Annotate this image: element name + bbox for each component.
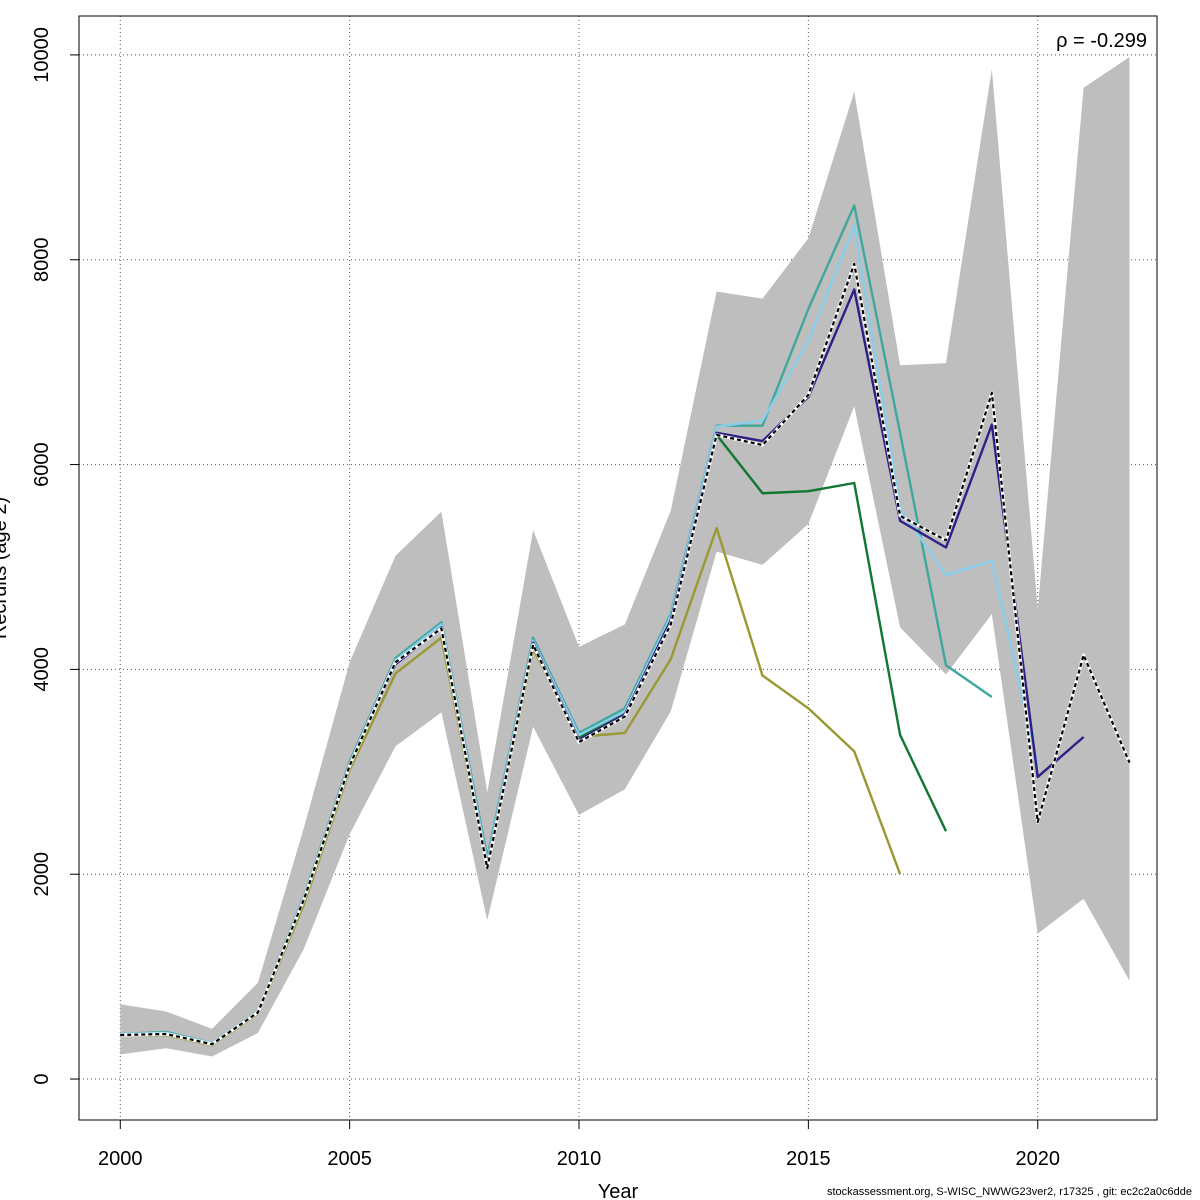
grid-lines [79, 16, 1157, 1120]
y-tick-label: 10000 [31, 27, 53, 83]
y-tick-label: 0 [31, 1073, 53, 1084]
x-tick-label: 2015 [786, 1148, 831, 1170]
series-0-line [120, 262, 1131, 1046]
y-axis: 0 2000 4000 6000 8000 10000 [31, 27, 79, 1085]
x-tick-label: 2010 [557, 1148, 602, 1170]
confidence-band [120, 56, 1130, 1057]
confidence-band-layer [120, 56, 1130, 1057]
y-tick-label: 6000 [31, 442, 53, 487]
y-axis-title: Recruits (age 2) [0, 497, 11, 639]
footer-credit: stockassessment.org, S-WISC_NWWG23ver2, … [827, 1186, 1192, 1198]
x-axis-title: Year [598, 1181, 639, 1200]
y-tick-label: 4000 [31, 647, 53, 692]
rho-annotation: ρ = -0.299 [1056, 30, 1147, 52]
x-axis: 2000 2005 2010 2015 2020 [98, 1119, 1060, 1170]
y-tick-label: 8000 [31, 237, 53, 282]
x-tick-label: 2000 [98, 1148, 143, 1170]
x-tick-label: 2005 [327, 1148, 372, 1170]
series-4-line [120, 433, 948, 1046]
x-tick-label: 2020 [1015, 1148, 1060, 1170]
y-tick-label: 2000 [31, 852, 53, 897]
series-lines-layer [120, 204, 1131, 1047]
